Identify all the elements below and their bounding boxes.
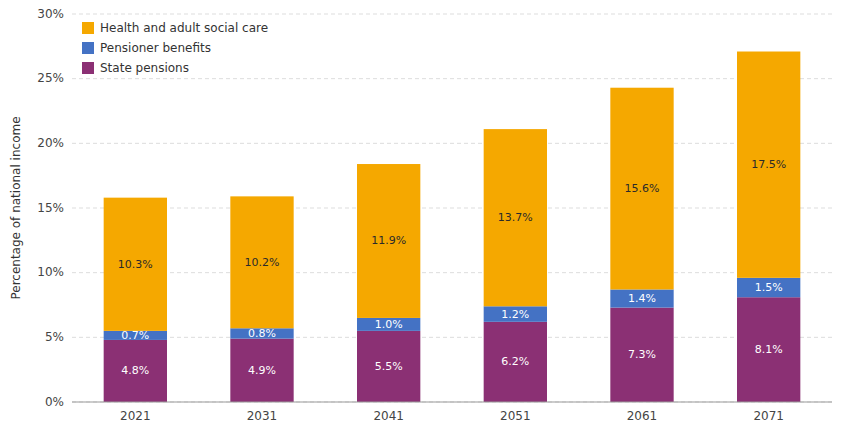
y-tick-label: 30%	[37, 7, 64, 21]
legend-entry: Health and adult social care	[100, 21, 268, 35]
grid-line	[72, 143, 832, 144]
bar-segment	[737, 297, 800, 402]
legend-swatch	[82, 22, 94, 34]
data-label: 1.4%	[628, 292, 656, 305]
grid-line	[72, 14, 832, 15]
x-tick-label: 2061	[627, 409, 658, 423]
bar-segment	[104, 198, 167, 331]
bar-segment	[357, 318, 420, 331]
grid-line	[72, 337, 832, 338]
y-tick-label: 0%	[45, 395, 64, 409]
data-label: 6.2%	[501, 355, 529, 368]
x-tick-label: 2021	[120, 409, 151, 423]
chart: 0% 5% 10% 15% 20% 25% 30% Percentage of nationa…	[0, 0, 848, 438]
y-tick-label: 10%	[37, 265, 64, 279]
bar-segment	[737, 278, 800, 297]
bar-segment	[610, 88, 673, 290]
grid	[72, 14, 832, 402]
legend-swatch	[82, 62, 94, 74]
bar-segment	[484, 306, 547, 322]
data-label: 15.6%	[625, 182, 660, 195]
data-label: 4.8%	[121, 364, 149, 377]
y-tick-label: 15%	[37, 201, 64, 215]
bar-segment	[357, 164, 420, 318]
chart-container: 0% 5% 10% 15% 20% 25% 30% Percentage of nationa…	[0, 0, 848, 438]
y-axis-label: Percentage of national income	[9, 116, 23, 299]
bar-segment	[230, 196, 293, 328]
x-tick-label: 2041	[373, 409, 404, 423]
data-label: 17.5%	[751, 158, 786, 171]
bar-segment	[610, 289, 673, 307]
bars	[104, 52, 801, 402]
x-tick-label: 2031	[247, 409, 278, 423]
data-label: 13.7%	[498, 211, 533, 224]
bar-segment	[230, 339, 293, 402]
legend: Health and adult social care Pensioner be…	[82, 21, 268, 75]
bar-segment	[610, 308, 673, 402]
data-label: 11.9%	[371, 234, 406, 247]
data-label: 1.5%	[755, 281, 783, 294]
data-label: 0.8%	[248, 327, 276, 340]
bar-segment	[484, 129, 547, 306]
data-labels: 4.8% 4.9% 5.5% 6.2% 7.3% 8.1% 0.7% 0.8% 1.0% 1.2%…	[118, 158, 786, 377]
grid-line	[72, 402, 832, 403]
bar-segment	[484, 322, 547, 402]
legend-entry: State pensions	[100, 61, 189, 75]
x-tick-label: 2071	[753, 409, 784, 423]
data-label: 1.0%	[375, 318, 403, 331]
x-axis-line	[72, 402, 832, 403]
data-label: 8.1%	[755, 343, 783, 356]
legend-swatch	[82, 42, 94, 54]
bar-segment	[737, 52, 800, 278]
data-label: 10.3%	[118, 258, 153, 271]
bar-segment	[357, 331, 420, 402]
data-label: 7.3%	[628, 348, 656, 361]
legend-entry: Pensioner benefits	[100, 41, 211, 55]
y-tick-label: 25%	[37, 71, 64, 85]
data-label: 5.5%	[375, 360, 403, 373]
data-label: 1.2%	[501, 308, 529, 321]
grid-line	[72, 78, 832, 79]
data-label: 10.2%	[245, 256, 280, 269]
y-tick-label: 20%	[37, 136, 64, 150]
data-label: 0.7%	[121, 329, 149, 342]
y-tick-label: 5%	[45, 330, 64, 344]
grid-line	[72, 208, 832, 209]
grid-line	[72, 272, 832, 273]
bar-segment	[104, 340, 167, 402]
x-tick-label: 2051	[500, 409, 531, 423]
data-label: 4.9%	[248, 364, 276, 377]
